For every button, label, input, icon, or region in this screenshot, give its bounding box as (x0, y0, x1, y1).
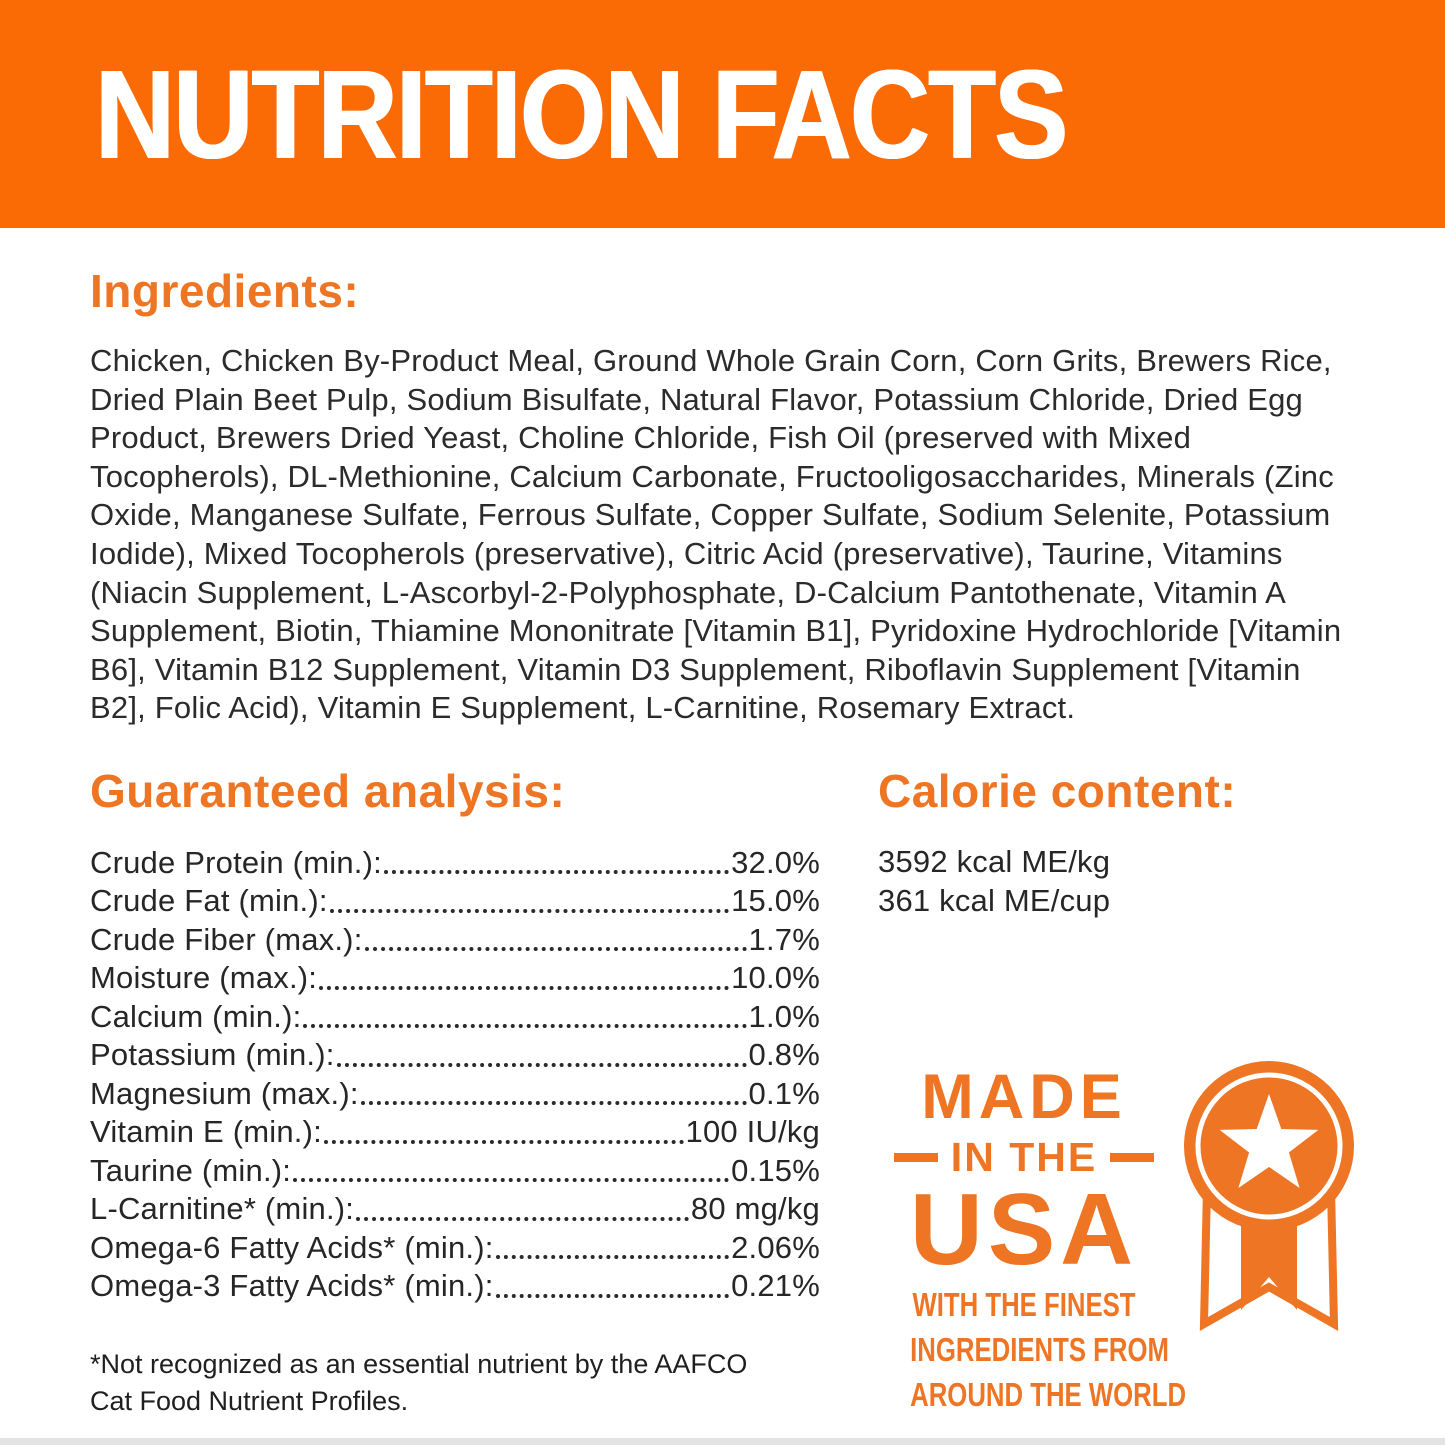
nutrient-label: Omega-3 Fatty Acids* (min.): (90, 1268, 494, 1304)
nutrient-value: 0.15% (731, 1152, 820, 1188)
nutrient-label: Moisture (max.): (90, 960, 318, 996)
nutrient-value: 1.7% (748, 921, 820, 957)
calorie-content-section: Calorie content: 3592 kcal ME/kg 361 kca… (878, 764, 1358, 1420)
badge-line-usa: USA (909, 1173, 1139, 1286)
dotted-leader (293, 1178, 730, 1183)
table-row: Omega-3 Fatty Acids* (min.): 0.21% (90, 1267, 820, 1306)
nutrient-value: 32.0% (731, 844, 820, 880)
badge-in-the-label: IN THE (950, 1133, 1098, 1180)
badge-subline-1: WITH THE FINEST (912, 1285, 1136, 1323)
nutrient-label: Crude Fat (min.): (90, 883, 328, 919)
guaranteed-analysis-section: Guaranteed analysis: Crude Protein (min.… (90, 764, 820, 1420)
made-in-usa-text: MADE IN THE USA WITH THE FINEST INGREDIE… (878, 1061, 1187, 1414)
table-row: Calcium (min.): 1.0% (90, 998, 820, 1037)
calorie-per-kg: 3592 kcal ME/kg (878, 843, 1111, 879)
ingredients-text: Chicken, Chicken By-Product Meal, Ground… (90, 343, 1342, 726)
nutrient-label: Taurine (min.): (90, 1152, 292, 1188)
nutrient-value: 1.0% (748, 998, 820, 1034)
dotted-leader (495, 1293, 730, 1298)
nutrient-value: 2.06% (731, 1229, 820, 1265)
table-row: Taurine (min.): 0.15% (90, 1152, 820, 1191)
calorie-values: 3592 kcal ME/kg 361 kcal ME/cup (878, 842, 1358, 920)
table-row: Potassium (min.): 0.8% (90, 1036, 820, 1075)
table-row: Crude Fiber (max.): 1.7% (90, 921, 820, 960)
made-in-usa-badge: MADE IN THE USA WITH THE FINEST INGREDIE… (878, 1060, 1358, 1414)
nutrient-value: 10.0% (731, 960, 820, 996)
dotted-leader (336, 1062, 747, 1067)
table-row: Crude Protein (min.): 32.0% (90, 844, 820, 883)
dotted-leader (383, 870, 730, 875)
bottom-edge (0, 1438, 1445, 1445)
dotted-leader (356, 1216, 689, 1221)
dotted-leader (495, 1255, 730, 1260)
nutrient-label: Calcium (min.): (90, 998, 302, 1034)
dotted-leader (303, 1024, 747, 1029)
ingredients-heading: Ingredients: (90, 265, 360, 317)
nutrient-label: Magnesium (max.): (90, 1075, 359, 1111)
table-row: Magnesium (max.): 0.1% (90, 1075, 820, 1114)
right-dash (1110, 1152, 1155, 1162)
badge-line-in-the: IN THE (878, 1133, 1170, 1180)
analysis-heading: Guaranteed analysis: (90, 764, 566, 817)
dotted-leader (319, 985, 730, 990)
nutrient-value: 15.0% (731, 883, 820, 919)
table-row: L-Carnitine* (min.): 80 mg/kg (90, 1190, 820, 1229)
dotted-leader (360, 1101, 747, 1106)
nutrient-value: 0.1% (748, 1075, 820, 1111)
nutrient-value: 80 mg/kg (690, 1191, 820, 1227)
table-row: Crude Fat (min.): 15.0% (90, 882, 820, 921)
nutrient-label: Crude Protein (min.): (90, 844, 382, 880)
nutrient-label: L-Carnitine* (min.): (90, 1191, 355, 1227)
dotted-leader (323, 1139, 684, 1144)
nutrient-label: Crude Fiber (max.): (90, 921, 363, 957)
page-title: NUTRITION FACTS (95, 43, 1068, 185)
dotted-leader (329, 908, 730, 913)
nutrient-label: Vitamin E (min.): (90, 1114, 322, 1150)
aafco-footnote: *Not recognized as an essential nutrient… (90, 1348, 748, 1416)
table-row: Moisture (max.): 10.0% (90, 959, 820, 998)
label-body: Ingredients: Chicken, Chicken By-Product… (0, 264, 1445, 1420)
dotted-leader (364, 947, 747, 952)
table-row: Vitamin E (min.): 100 IU/kg (90, 1113, 820, 1152)
badge-subline-2: INGREDIENTS FROM (910, 1331, 1169, 1369)
calories-heading: Calorie content: (878, 764, 1237, 817)
calorie-per-cup: 361 kcal ME/cup (878, 882, 1111, 918)
left-dash (893, 1152, 938, 1162)
nutrient-label: Omega-6 Fatty Acids* (min.): (90, 1229, 494, 1265)
table-row: Omega-6 Fatty Acids* (min.): 2.06% (90, 1229, 820, 1268)
two-column-area: Guaranteed analysis: Crude Protein (min.… (90, 764, 1355, 1420)
award-ribbon-star-icon (1184, 1060, 1354, 1331)
nutrient-value: 100 IU/kg (685, 1114, 820, 1150)
nutrient-value: 0.8% (748, 1037, 820, 1073)
ingredients-section: Ingredients: Chicken, Chicken By-Product… (90, 264, 1355, 728)
header-band: NUTRITION FACTS (0, 0, 1445, 228)
badge-subline-3: AROUND THE WORLD (910, 1376, 1187, 1414)
nutrient-value: 0.21% (731, 1268, 820, 1304)
nutrient-label: Potassium (min.): (90, 1037, 335, 1073)
analysis-table: Crude Protein (min.): 32.0% Crude Fat (m… (90, 844, 820, 1306)
badge-line-made: MADE (921, 1061, 1127, 1132)
